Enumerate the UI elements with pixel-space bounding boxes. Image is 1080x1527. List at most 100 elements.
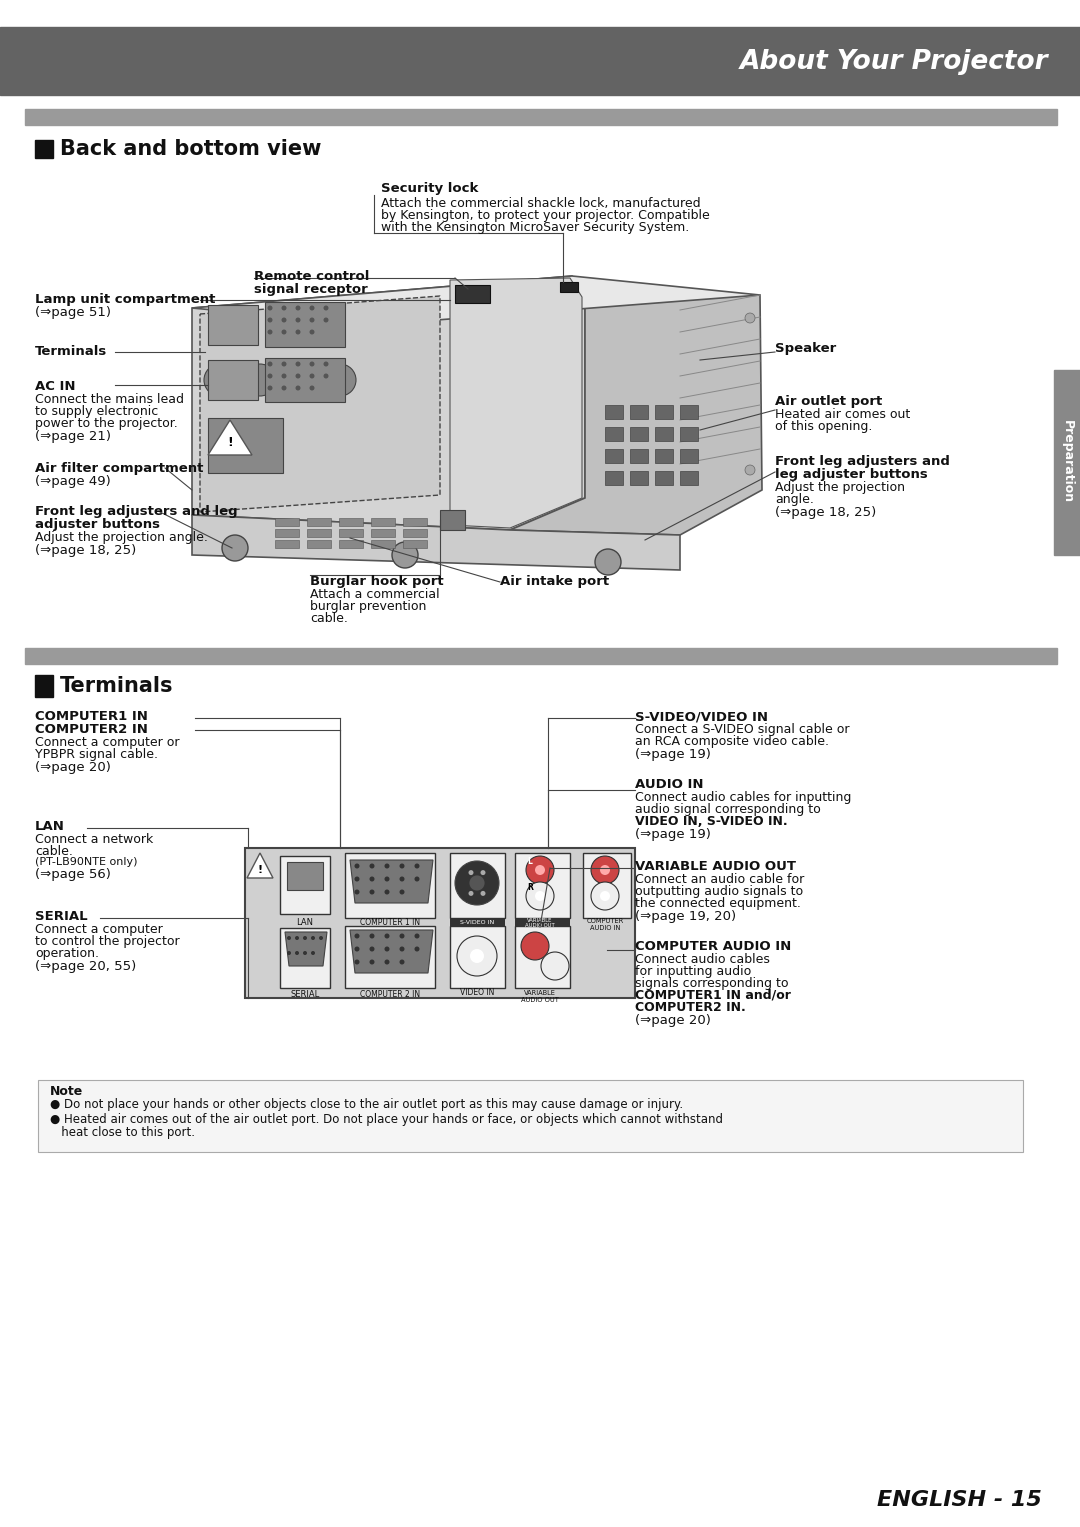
Circle shape <box>745 313 755 324</box>
Text: cable.: cable. <box>35 844 72 858</box>
Text: angle.: angle. <box>775 493 814 505</box>
Text: Air outlet port: Air outlet port <box>775 395 882 408</box>
Bar <box>630 470 648 486</box>
Circle shape <box>310 318 314 322</box>
Circle shape <box>415 947 419 951</box>
Circle shape <box>354 959 360 965</box>
Text: Connect a S-VIDEO signal cable or: Connect a S-VIDEO signal cable or <box>635 722 850 736</box>
Text: Connect audio cables: Connect audio cables <box>635 953 770 967</box>
Circle shape <box>303 936 307 941</box>
Bar <box>35 675 53 696</box>
Circle shape <box>369 863 375 869</box>
Text: cable.: cable. <box>310 612 348 625</box>
Circle shape <box>400 959 405 965</box>
Bar <box>275 518 299 525</box>
Circle shape <box>268 318 272 322</box>
Text: COMPUTER2 IN: COMPUTER2 IN <box>35 722 148 736</box>
Text: About Your Projector: About Your Projector <box>740 49 1048 75</box>
Circle shape <box>354 933 360 939</box>
Bar <box>275 541 299 548</box>
Circle shape <box>591 883 619 910</box>
Text: (⇒page 49): (⇒page 49) <box>35 475 111 489</box>
Text: with the Kensington MicroSaver Security System.: with the Kensington MicroSaver Security … <box>381 221 689 234</box>
Circle shape <box>384 933 390 939</box>
Text: an RCA composite video cable.: an RCA composite video cable. <box>635 734 829 748</box>
Bar <box>208 360 258 400</box>
Text: Front leg adjusters and: Front leg adjusters and <box>775 455 950 467</box>
Text: (⇒page 21): (⇒page 21) <box>35 431 111 443</box>
Text: to supply electronic: to supply electronic <box>35 405 159 418</box>
Circle shape <box>526 857 554 884</box>
Bar <box>515 854 570 918</box>
Bar <box>372 528 395 538</box>
Circle shape <box>521 931 549 960</box>
Circle shape <box>369 933 375 939</box>
Bar <box>307 541 330 548</box>
Text: Connect the mains lead: Connect the mains lead <box>35 392 184 406</box>
Circle shape <box>354 876 360 881</box>
Text: !: ! <box>257 864 262 875</box>
Circle shape <box>282 362 286 366</box>
Bar <box>403 528 427 538</box>
Bar <box>680 470 698 486</box>
Text: Heated air comes out: Heated air comes out <box>775 408 910 421</box>
Circle shape <box>296 305 300 310</box>
Text: (PT-LB90NTE only): (PT-LB90NTE only) <box>35 857 137 867</box>
Text: Speaker: Speaker <box>775 342 836 354</box>
Text: audio signal corresponding to: audio signal corresponding to <box>635 803 821 815</box>
Bar <box>450 918 505 927</box>
Bar <box>515 918 570 927</box>
Bar <box>372 541 395 548</box>
Circle shape <box>400 863 405 869</box>
Circle shape <box>287 936 291 941</box>
Circle shape <box>600 890 610 901</box>
Bar <box>450 854 505 918</box>
Bar <box>339 541 363 548</box>
Text: COMPUTER
AUDIO IN: COMPUTER AUDIO IN <box>586 918 623 931</box>
Circle shape <box>415 876 419 881</box>
Polygon shape <box>192 276 585 530</box>
Bar <box>265 357 345 402</box>
Bar <box>654 428 673 441</box>
Circle shape <box>310 362 314 366</box>
Circle shape <box>541 951 569 980</box>
Circle shape <box>400 947 405 951</box>
Text: S-VIDEO IN: S-VIDEO IN <box>460 921 495 925</box>
Circle shape <box>282 374 286 379</box>
Bar <box>450 925 505 988</box>
Polygon shape <box>192 515 680 570</box>
Bar <box>455 286 490 302</box>
Text: by Kensington, to protect your projector. Compatible: by Kensington, to protect your projector… <box>381 209 710 221</box>
Text: (⇒page 51): (⇒page 51) <box>35 305 111 319</box>
Text: ● Do not place your hands or other objects close to the air outlet port as this : ● Do not place your hands or other objec… <box>50 1098 684 1112</box>
Text: (⇒page 18, 25): (⇒page 18, 25) <box>35 544 136 557</box>
Text: COMPUTER 2 IN: COMPUTER 2 IN <box>360 989 420 999</box>
Bar <box>605 428 623 441</box>
Text: LAN: LAN <box>35 820 65 834</box>
Text: (⇒page 19): (⇒page 19) <box>635 828 711 841</box>
Circle shape <box>384 890 390 895</box>
Text: Attach the commercial shackle lock, manufactured: Attach the commercial shackle lock, manu… <box>381 197 701 211</box>
Circle shape <box>400 890 405 895</box>
Text: Connect an audio cable for: Connect an audio cable for <box>635 873 805 886</box>
Text: Air intake port: Air intake port <box>500 576 609 588</box>
Circle shape <box>535 890 545 901</box>
Circle shape <box>415 863 419 869</box>
Circle shape <box>469 870 473 875</box>
Polygon shape <box>192 276 760 325</box>
Circle shape <box>295 951 299 954</box>
Bar <box>680 405 698 418</box>
Text: signals corresponding to: signals corresponding to <box>635 977 788 989</box>
Circle shape <box>384 876 390 881</box>
Circle shape <box>296 385 300 391</box>
Text: signal receptor: signal receptor <box>254 282 368 296</box>
Polygon shape <box>200 296 440 512</box>
Circle shape <box>469 875 485 890</box>
Bar <box>372 518 395 525</box>
Text: R: R <box>527 884 532 892</box>
Circle shape <box>595 550 621 576</box>
Text: Terminals: Terminals <box>60 676 174 696</box>
Circle shape <box>244 363 276 395</box>
Circle shape <box>282 330 286 334</box>
Text: Remote control: Remote control <box>254 270 369 282</box>
